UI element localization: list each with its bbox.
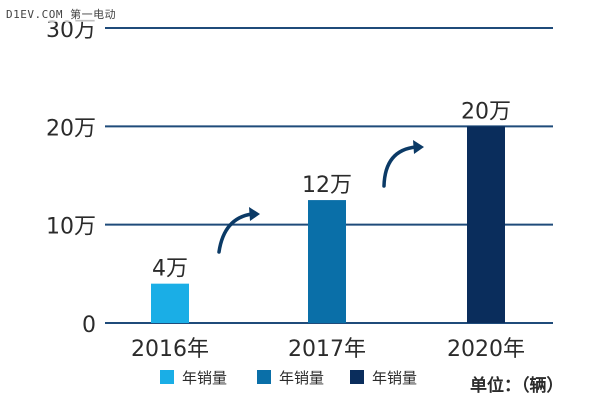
bar-0 <box>151 283 189 323</box>
y-tick-label-0: 0 <box>82 313 96 338</box>
data-label-2: 20万 <box>461 99 511 124</box>
y-tick-label-10: 10万 <box>46 215 96 240</box>
bar-2 <box>467 126 505 323</box>
growth-arrowhead-1 <box>413 140 424 154</box>
y-tick-label-30: 30万 <box>46 18 96 43</box>
bar-1 <box>308 200 346 323</box>
category-label-2: 2020年 <box>447 337 525 362</box>
watermark: D1EV.COM 第一电动 <box>6 6 117 22</box>
legend-label-0: 年销量 <box>182 369 227 387</box>
legend-swatch-0 <box>160 370 174 384</box>
category-label-0: 2016年 <box>131 337 209 362</box>
growth-arrow-1 <box>382 145 418 188</box>
y-tick-label-20: 20万 <box>46 116 96 141</box>
data-label-0: 4万 <box>152 257 188 282</box>
unit-label: 单位：（辆） <box>470 375 564 396</box>
growth-arrowhead-0 <box>249 207 260 221</box>
legend-swatch-1 <box>257 370 271 384</box>
legend-label-2: 年销量 <box>372 369 417 387</box>
category-label-1: 2017年 <box>288 337 366 362</box>
growth-arrow-0 <box>217 212 254 254</box>
data-label-1: 12万 <box>302 173 352 198</box>
legend-label-1: 年销量 <box>279 369 324 387</box>
legend-swatch-2 <box>350 370 364 384</box>
